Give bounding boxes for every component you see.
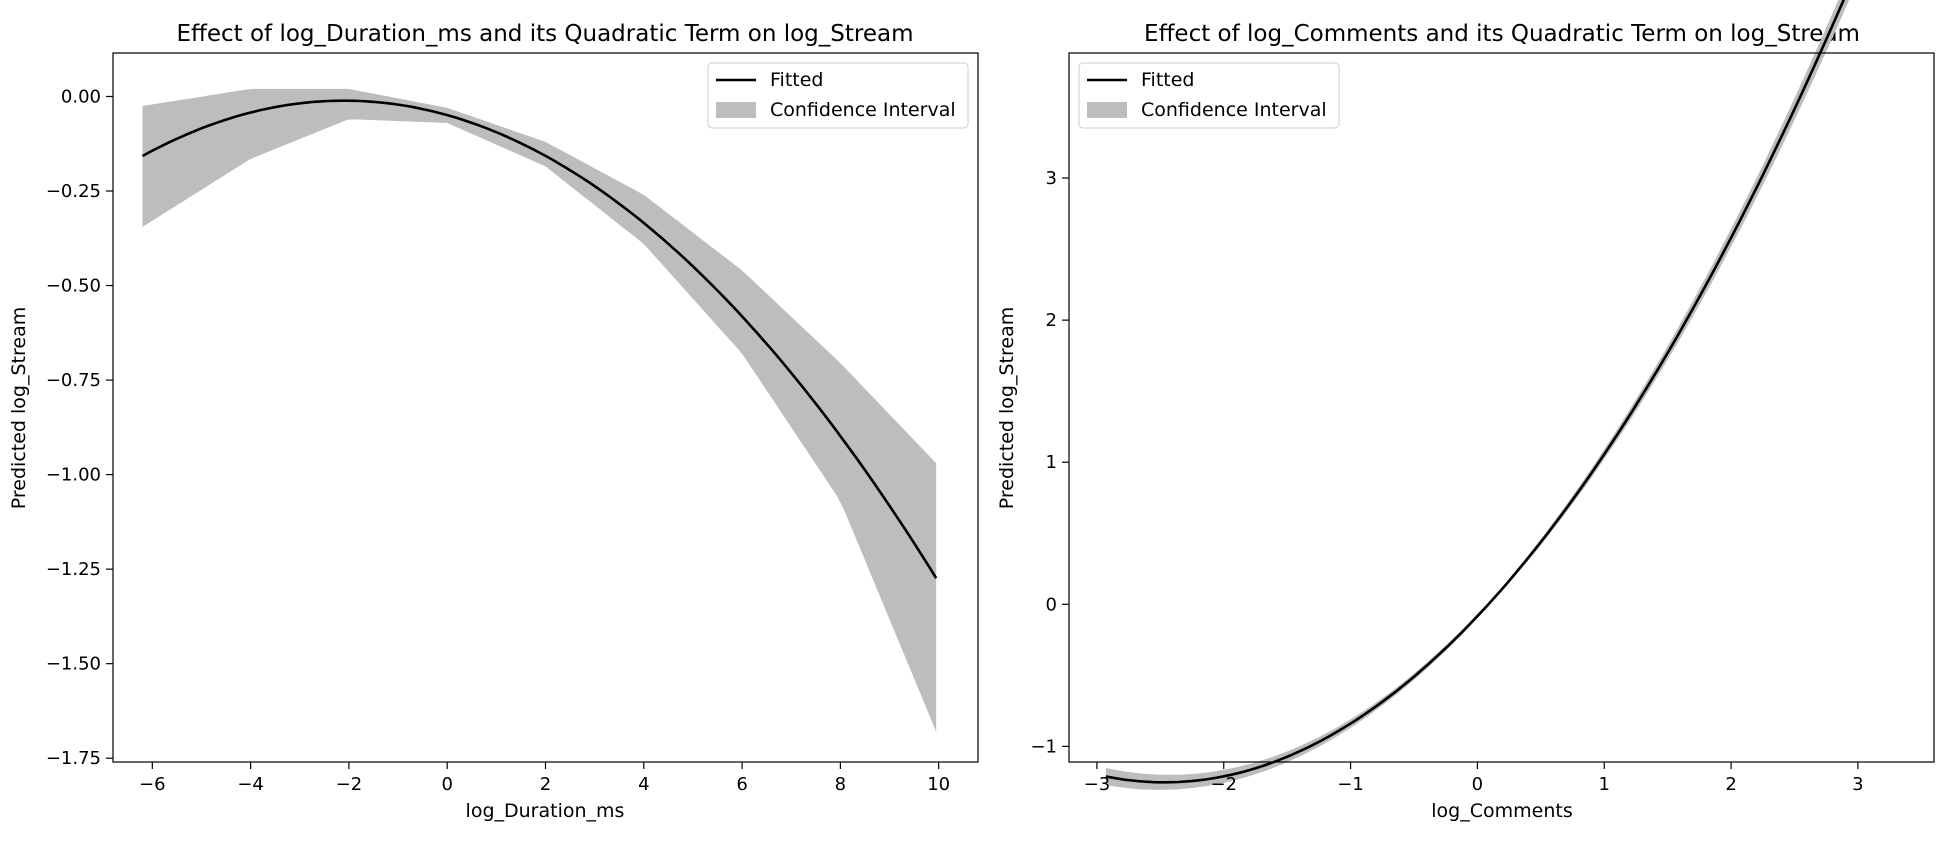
right-x-tick-label: −2 [1210, 774, 1237, 795]
left-y-tick-label: −0.25 [46, 181, 101, 202]
left-chart: Effect of log_Duration_ms and its Quadra… [8, 21, 979, 822]
left-y-tick-label: −0.50 [46, 276, 101, 297]
left-chart-title: Effect of log_Duration_ms and its Quadra… [176, 21, 913, 47]
left-x-tick-label: 4 [638, 774, 649, 795]
left-x-axis-label: log_Duration_ms [466, 800, 625, 822]
left-x-tick-label: 0 [441, 774, 452, 795]
left-y-tick-label: −1.75 [46, 748, 101, 769]
left-legend-fitted-label: Fitted [770, 69, 823, 91]
left-x-tick-label: −2 [336, 774, 363, 795]
left-x-tick-label: 8 [835, 774, 846, 795]
right-y-tick-label: −1 [1030, 736, 1057, 757]
left-legend-frame [707, 62, 969, 129]
left-y-tick-label: 0.00 [61, 86, 101, 107]
left-y-tick-label: −0.75 [46, 370, 101, 391]
right-y-tick-label: 3 [1046, 168, 1057, 189]
right-legend-frame [1078, 62, 1340, 129]
right-x-axis-label: log_Comments [1431, 800, 1572, 822]
left-x-ticks: −6 −4 −2 0 2 4 6 8 10 [139, 762, 950, 795]
right-x-tick-label: −3 [1084, 774, 1111, 795]
left-fitted-line [141, 99, 938, 579]
right-legend-ci-swatch [1087, 102, 1127, 118]
right-x-ticks: −3 −2 −1 0 1 2 3 [1084, 762, 1864, 795]
right-x-tick-label: 2 [1725, 774, 1736, 795]
right-y-tick-label: 2 [1046, 310, 1057, 331]
left-confidence-band [142, 88, 937, 732]
left-y-tick-label: −1.50 [46, 654, 101, 675]
left-legend: Fitted Confidence Interval [707, 62, 969, 129]
left-x-tick-label: −4 [237, 774, 264, 795]
left-y-tick-label: −1.25 [46, 559, 101, 580]
right-x-tick-label: 0 [1472, 774, 1483, 795]
right-x-tick-label: −1 [1337, 774, 1364, 795]
left-legend-ci-label: Confidence Interval [770, 99, 956, 121]
right-x-tick-label: 3 [1852, 774, 1863, 795]
left-x-tick-label: 6 [736, 774, 747, 795]
right-x-tick-label: 1 [1599, 774, 1610, 795]
right-y-ticks: 3 2 1 0 −1 [1030, 168, 1069, 757]
right-fitted-line [1105, 0, 1846, 784]
right-legend: Fitted Confidence Interval [1078, 62, 1340, 129]
right-chart-title: Effect of log_Comments and its Quadratic… [1144, 21, 1860, 47]
right-y-tick-label: 1 [1046, 452, 1057, 473]
right-chart: Effect of log_Comments and its Quadratic… [996, 0, 1935, 822]
left-x-tick-label: −6 [139, 774, 166, 795]
right-legend-fitted-label: Fitted [1141, 69, 1194, 91]
right-y-axis-label: Predicted log_Stream [996, 307, 1018, 509]
left-legend-ci-swatch [716, 102, 756, 118]
left-x-tick-label: 2 [540, 774, 551, 795]
right-y-tick-label: 0 [1046, 594, 1057, 615]
left-y-ticks: 0.00 −0.25 −0.50 −0.75 −1.00 −1.25 −1.50 −1.75 [46, 86, 113, 769]
right-plot-frame [1068, 52, 1935, 763]
left-y-axis-label: Predicted log_Stream [8, 307, 30, 509]
left-x-tick-label: 10 [927, 774, 950, 795]
right-legend-ci-label: Confidence Interval [1141, 99, 1327, 121]
left-y-tick-label: −1.00 [46, 465, 101, 486]
